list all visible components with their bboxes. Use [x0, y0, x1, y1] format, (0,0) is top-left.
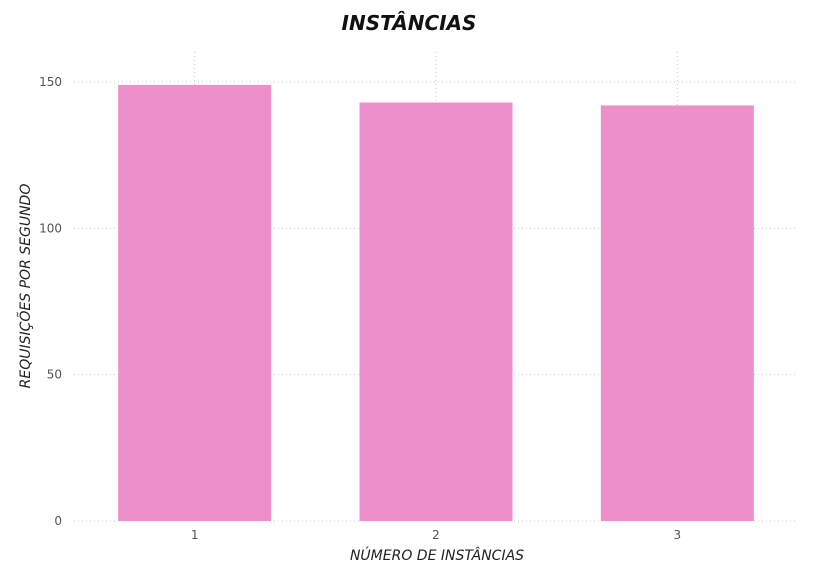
chart-title: INSTÂNCIAS: [342, 11, 477, 35]
x-tick-label: 3: [674, 528, 682, 542]
x-tick-label: 2: [432, 528, 440, 542]
y-tick-label: 0: [54, 514, 62, 528]
y-tick-label: 150: [39, 75, 62, 89]
bar-3[interactable]: [600, 105, 754, 521]
y-tick-label: 100: [39, 221, 62, 235]
y-axis-ticks: 0 50 100 150: [39, 75, 62, 528]
bars: [118, 84, 754, 521]
bar-2[interactable]: [359, 102, 513, 521]
y-axis-title: REQUISIÇÕES POR SEGUNDO: [17, 184, 34, 389]
x-axis-ticks: 1 2 3: [191, 528, 681, 542]
y-tick-label: 50: [47, 368, 62, 382]
x-tick-label: 1: [191, 528, 199, 542]
bar-1[interactable]: [118, 84, 272, 521]
x-axis-title: NÚMERO DE INSTÂNCIAS: [350, 546, 524, 564]
